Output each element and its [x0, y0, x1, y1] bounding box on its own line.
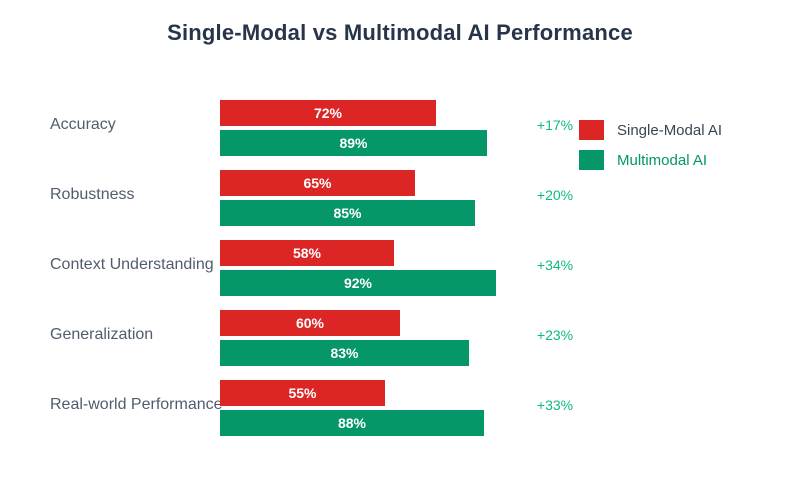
bar-value-label: 55%: [288, 385, 317, 401]
single-modal-bar: 60%: [220, 310, 400, 336]
chart-row-real-world-performance: Real-world Performance 55% 88% +33%: [0, 380, 800, 436]
multimodal-bar: 83%: [220, 340, 469, 366]
bar-value-label: 89%: [339, 135, 368, 151]
multimodal-bar: 92%: [220, 270, 496, 296]
legend-swatch-single-modal: [579, 120, 604, 140]
bar-value-label: 60%: [295, 315, 325, 331]
bar-value-label: 65%: [303, 175, 332, 191]
bar-value-label: 85%: [333, 205, 362, 221]
improvement-label: +34%: [536, 257, 574, 273]
legend: Single-Modal AI Multimodal AI: [579, 120, 722, 180]
improvement-label: +33%: [536, 397, 574, 413]
category-label: Accuracy: [50, 116, 116, 133]
chart-title: Single-Modal vs Multimodal AI Performanc…: [167, 20, 633, 45]
category-label: Robustness: [50, 186, 135, 203]
chart-row-context-understanding: Context Understanding 58% 92% +34%: [0, 240, 800, 296]
bar-value-label: 88%: [337, 415, 367, 431]
legend-item-single-modal: Single-Modal AI: [579, 120, 722, 140]
category-label: Context Understanding: [50, 256, 214, 273]
single-modal-bar: 65%: [220, 170, 415, 196]
legend-swatch-multimodal: [579, 150, 604, 170]
single-modal-bar: 58%: [220, 240, 394, 266]
legend-label-multimodal: Multimodal AI: [617, 151, 708, 169]
bar-value-label: 72%: [313, 105, 343, 121]
chart-row-accuracy: Accuracy 72% 89% +17%: [0, 100, 800, 156]
multimodal-bar: 89%: [220, 130, 487, 156]
legend-label-single-modal: Single-Modal AI: [617, 121, 723, 139]
multimodal-bar: 85%: [220, 200, 475, 226]
multimodal-bar: 88%: [220, 410, 484, 436]
chart-row-generalization: Generalization 60% 83% +23%: [0, 310, 800, 366]
bar-value-label: 58%: [292, 245, 322, 261]
improvement-label: +23%: [536, 327, 574, 343]
improvement-label: +20%: [536, 187, 574, 203]
single-modal-bar: 72%: [220, 100, 436, 126]
single-modal-bar: 55%: [220, 380, 385, 406]
improvement-label: +17%: [536, 117, 574, 133]
bar-value-label: 83%: [330, 345, 359, 361]
bar-value-label: 92%: [343, 275, 373, 291]
category-label: Generalization: [50, 326, 154, 343]
chart-row-robustness: Robustness 65% 85% +20%: [0, 170, 800, 226]
category-label: Real-world Performance: [50, 396, 223, 413]
legend-item-multimodal: Multimodal AI: [579, 150, 722, 170]
